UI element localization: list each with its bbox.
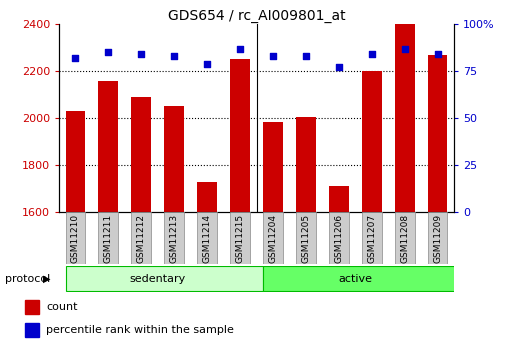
FancyBboxPatch shape [230, 212, 250, 264]
Text: active: active [338, 274, 372, 284]
FancyBboxPatch shape [66, 266, 263, 291]
Text: ▶: ▶ [43, 274, 50, 284]
Bar [394, 24, 415, 212]
Point [137, 51, 145, 57]
FancyBboxPatch shape [197, 212, 217, 264]
Bar [329, 186, 349, 212]
Text: GSM11205: GSM11205 [301, 214, 310, 263]
Bar [25, 299, 40, 314]
Text: GSM11210: GSM11210 [71, 214, 80, 263]
Point [104, 50, 112, 55]
Bar [197, 181, 217, 212]
FancyBboxPatch shape [131, 212, 151, 264]
Bar [230, 59, 250, 212]
FancyBboxPatch shape [395, 212, 415, 264]
Text: GSM11206: GSM11206 [334, 214, 343, 263]
Text: percentile rank within the sample: percentile rank within the sample [47, 325, 234, 335]
Text: protocol: protocol [5, 274, 50, 284]
FancyBboxPatch shape [428, 212, 447, 264]
Point [170, 53, 179, 59]
Text: GSM11214: GSM11214 [203, 214, 212, 263]
Point [401, 46, 409, 51]
Point [269, 53, 277, 59]
Bar [131, 97, 151, 212]
Point [203, 61, 211, 66]
Bar [25, 323, 40, 337]
FancyBboxPatch shape [362, 212, 382, 264]
Bar [164, 106, 184, 212]
Point [236, 46, 244, 51]
Point [302, 53, 310, 59]
Bar [98, 80, 118, 212]
Text: GSM11209: GSM11209 [433, 214, 442, 263]
Text: sedentary: sedentary [130, 274, 186, 284]
Point [71, 55, 80, 61]
FancyBboxPatch shape [164, 212, 184, 264]
Bar [296, 117, 315, 212]
FancyBboxPatch shape [98, 212, 118, 264]
FancyBboxPatch shape [263, 266, 461, 291]
FancyBboxPatch shape [296, 212, 315, 264]
Bar [66, 111, 85, 212]
Text: count: count [47, 302, 78, 312]
Bar [263, 122, 283, 212]
FancyBboxPatch shape [66, 212, 85, 264]
Bar [362, 71, 382, 212]
Text: GSM11208: GSM11208 [400, 214, 409, 263]
Text: GSM11213: GSM11213 [170, 214, 179, 263]
FancyBboxPatch shape [263, 212, 283, 264]
Text: GSM11204: GSM11204 [268, 214, 278, 263]
FancyBboxPatch shape [329, 212, 349, 264]
Point [334, 65, 343, 70]
Text: GSM11212: GSM11212 [137, 214, 146, 263]
Title: GDS654 / rc_AI009801_at: GDS654 / rc_AI009801_at [168, 9, 345, 23]
Point [368, 51, 376, 57]
Text: GSM11211: GSM11211 [104, 214, 113, 263]
Text: GSM11207: GSM11207 [367, 214, 376, 263]
Text: GSM11215: GSM11215 [235, 214, 245, 263]
Bar [428, 55, 447, 212]
Point [433, 51, 442, 57]
